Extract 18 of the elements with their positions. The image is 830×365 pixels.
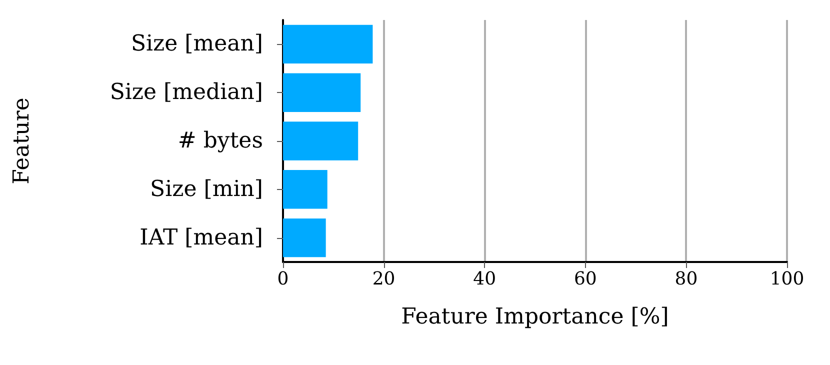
x-tick-label: 60	[574, 268, 597, 290]
y-axis-title: Feature	[10, 98, 34, 184]
y-tick-label: Size [median]	[110, 80, 263, 106]
bar	[283, 218, 326, 258]
y-tick-label: IAT [mean]	[140, 225, 263, 250]
x-tick-label: 40	[473, 268, 496, 290]
x-tick-label: 0	[277, 268, 289, 290]
y-tick-label: Size [min]	[150, 176, 263, 202]
x-axis-title: Feature Importance [%]	[401, 304, 669, 330]
x-tick-label: 80	[674, 268, 698, 290]
bar	[283, 24, 373, 64]
y-tick-label: Size [mean]	[130, 32, 263, 57]
x-tick-label: 20	[372, 268, 396, 290]
bar	[283, 73, 361, 112]
bar	[283, 170, 328, 209]
x-tick-label: 100	[770, 268, 804, 290]
y-tick-label: # bytes	[178, 128, 263, 154]
bar	[283, 122, 358, 160]
